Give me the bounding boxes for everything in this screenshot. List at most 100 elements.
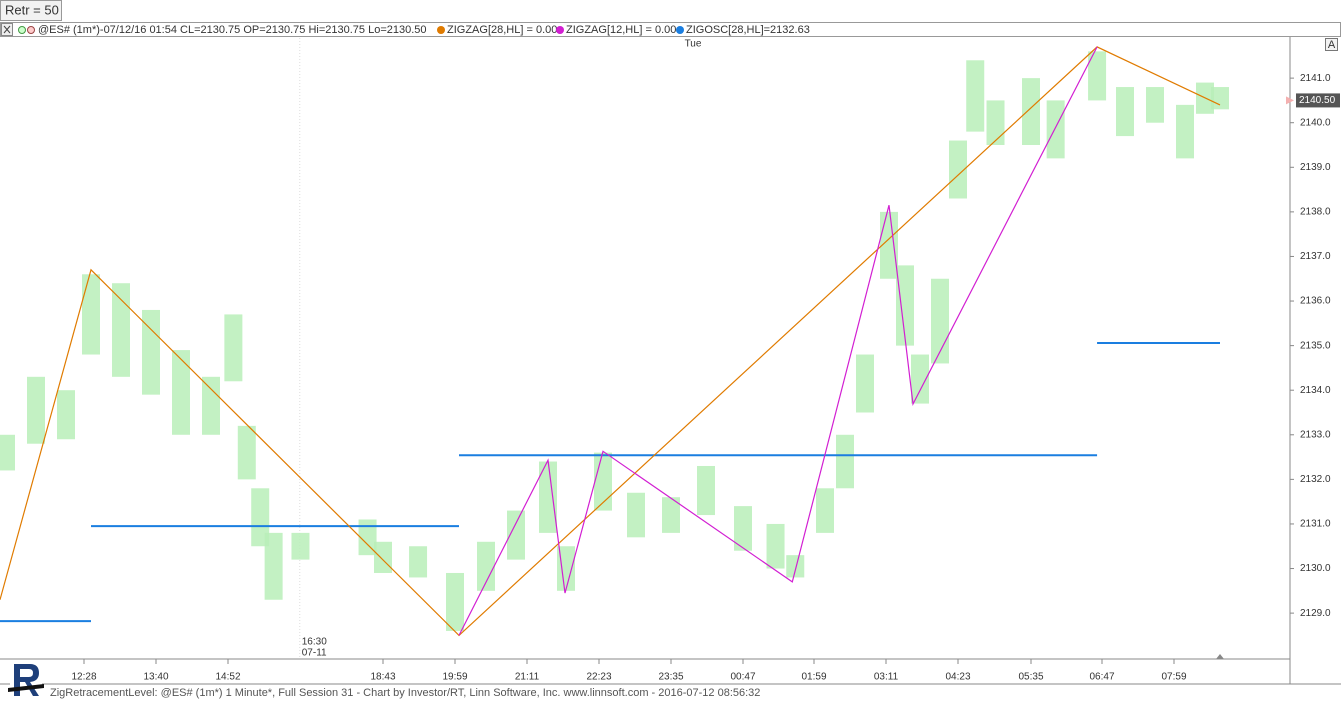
last-price-pointer: [1286, 96, 1294, 105]
price-bar: [172, 350, 190, 435]
price-bar: [27, 376, 45, 444]
last-price-box: [1296, 93, 1340, 108]
y-tick-label: 2129.0: [1300, 608, 1331, 619]
price-bar: [291, 532, 310, 560]
symbol-dot: [18, 26, 26, 34]
price-bar: [880, 211, 898, 279]
autoscale-button[interactable]: [1325, 38, 1338, 51]
x-tick-label: 18:43: [370, 672, 395, 683]
y-tick-label: 2131.0: [1300, 519, 1331, 530]
last-price-label: 2140.50: [1299, 95, 1336, 106]
x-tick-label: 04:23: [945, 672, 970, 683]
price-bar: [264, 532, 283, 600]
x-tick-label: 00:47: [730, 672, 755, 683]
y-tick-label: 2135.0: [1300, 340, 1331, 351]
price-bar: [0, 434, 15, 471]
y-tick-label: 2139.0: [1300, 162, 1331, 173]
legend-label: ZIGZAG[28,HL] = 0.00: [447, 24, 557, 36]
price-bar: [786, 555, 805, 578]
price-bar: [766, 523, 785, 569]
logo-swoosh: [8, 684, 44, 692]
price-bar: [477, 541, 495, 591]
x-tick-label: 03:11: [874, 672, 899, 683]
close-icon[interactable]: [3, 25, 11, 34]
x-tick-label: 01:59: [801, 672, 826, 683]
plot-area: 12:28 13:40 14:52 18:43 19:59 21:11 22:23 23:35…: [0, 38, 1340, 683]
session-date: 07-11: [302, 648, 327, 659]
x-tick-label: 14:52: [215, 672, 240, 683]
price-bar: [374, 541, 392, 573]
retr-button[interactable]: [0, 0, 62, 21]
price-bar: [896, 265, 914, 346]
autoscale-button-label[interactable]: A: [1328, 39, 1336, 51]
logo: [8, 661, 44, 698]
price-bar: [1116, 87, 1134, 137]
price-bar: [112, 283, 130, 377]
price-bar: [1146, 87, 1164, 123]
y-tick-label: 2138.0: [1300, 207, 1331, 218]
price-bar: [82, 274, 100, 355]
y-tick-label: 2133.0: [1300, 429, 1331, 440]
y-tick-label: 2130.0: [1300, 563, 1331, 574]
y-tick-label: 2136.0: [1300, 296, 1331, 307]
x-tick-label: 21:11: [515, 672, 540, 683]
legend-dot: [556, 26, 564, 34]
price-bar: [966, 60, 985, 132]
price-bar: [224, 314, 243, 382]
x-tick-label: 07:59: [1161, 672, 1186, 683]
price-bar: [949, 140, 967, 199]
legend-dot: [437, 26, 445, 34]
legend-label: ZIGOSC[28,HL]=2132.63: [686, 24, 810, 36]
session-time: 16:30: [302, 637, 327, 648]
y-tick-label: 2132.0: [1300, 474, 1331, 485]
price-bar: [446, 572, 464, 631]
price-bar: [1022, 78, 1040, 145]
y-tick-label: 2137.0: [1300, 251, 1331, 262]
price-bar: [816, 488, 834, 533]
zigzag-line: [458, 46, 1098, 636]
x-tick-label: 19:59: [442, 672, 467, 683]
price-bar: [697, 465, 715, 516]
price-bar: [358, 519, 377, 556]
price-bar: [557, 546, 575, 591]
price-bar: [1211, 87, 1229, 110]
price-bar: [507, 510, 525, 560]
y-tick-label: 2141.0: [1300, 73, 1331, 84]
price-bar: [539, 461, 557, 533]
price-bar: [1176, 104, 1194, 159]
price-bar: [836, 434, 854, 489]
legend-label: ZIGZAG[12,HL] = 0.00: [566, 24, 676, 36]
scroll-marker: [1216, 654, 1224, 659]
x-tick-label: 06:47: [1089, 672, 1114, 683]
price-bar: [1088, 51, 1107, 101]
x-tick-label: 22:23: [586, 672, 611, 683]
price-bar: [856, 354, 874, 413]
legend-symbol: @ES# (1m*)-07/12/16 01:54 CL=2130.75 OP=…: [38, 24, 427, 36]
price-bar: [202, 376, 220, 435]
price-bar: [409, 546, 428, 578]
price-bar: [237, 425, 256, 480]
x-tick-label: 12:28: [71, 672, 96, 683]
price-bar: [986, 100, 1005, 145]
y-tick-label: 2134.0: [1300, 385, 1331, 396]
price-bar: [911, 354, 929, 404]
price-bar: [627, 492, 645, 538]
retr-button-label[interactable]: Retr = 50: [5, 2, 59, 17]
day-label: Tue: [685, 39, 702, 50]
price-bar: [734, 506, 752, 551]
y-tick-label: 2140.0: [1300, 117, 1331, 128]
x-tick-label: 05:35: [1018, 672, 1043, 683]
price-bar: [142, 309, 160, 395]
price-bar: [251, 488, 270, 547]
price-bar: [57, 390, 75, 440]
symbol-dot: [27, 26, 35, 34]
x-tick-label: 13:40: [143, 672, 168, 683]
legend-items: ZIGZAG[28,HL] = 0.00 ZIGZAG[12,HL] = 0.00…: [437, 24, 810, 36]
footer-text: ZigRetracementLevel: @ES# (1m*) 1 Minute…: [50, 687, 760, 699]
price-bar: [662, 497, 680, 533]
legend-dot: [676, 26, 684, 34]
x-tick-label: 23:35: [658, 672, 683, 683]
price-bar: [1046, 100, 1065, 159]
